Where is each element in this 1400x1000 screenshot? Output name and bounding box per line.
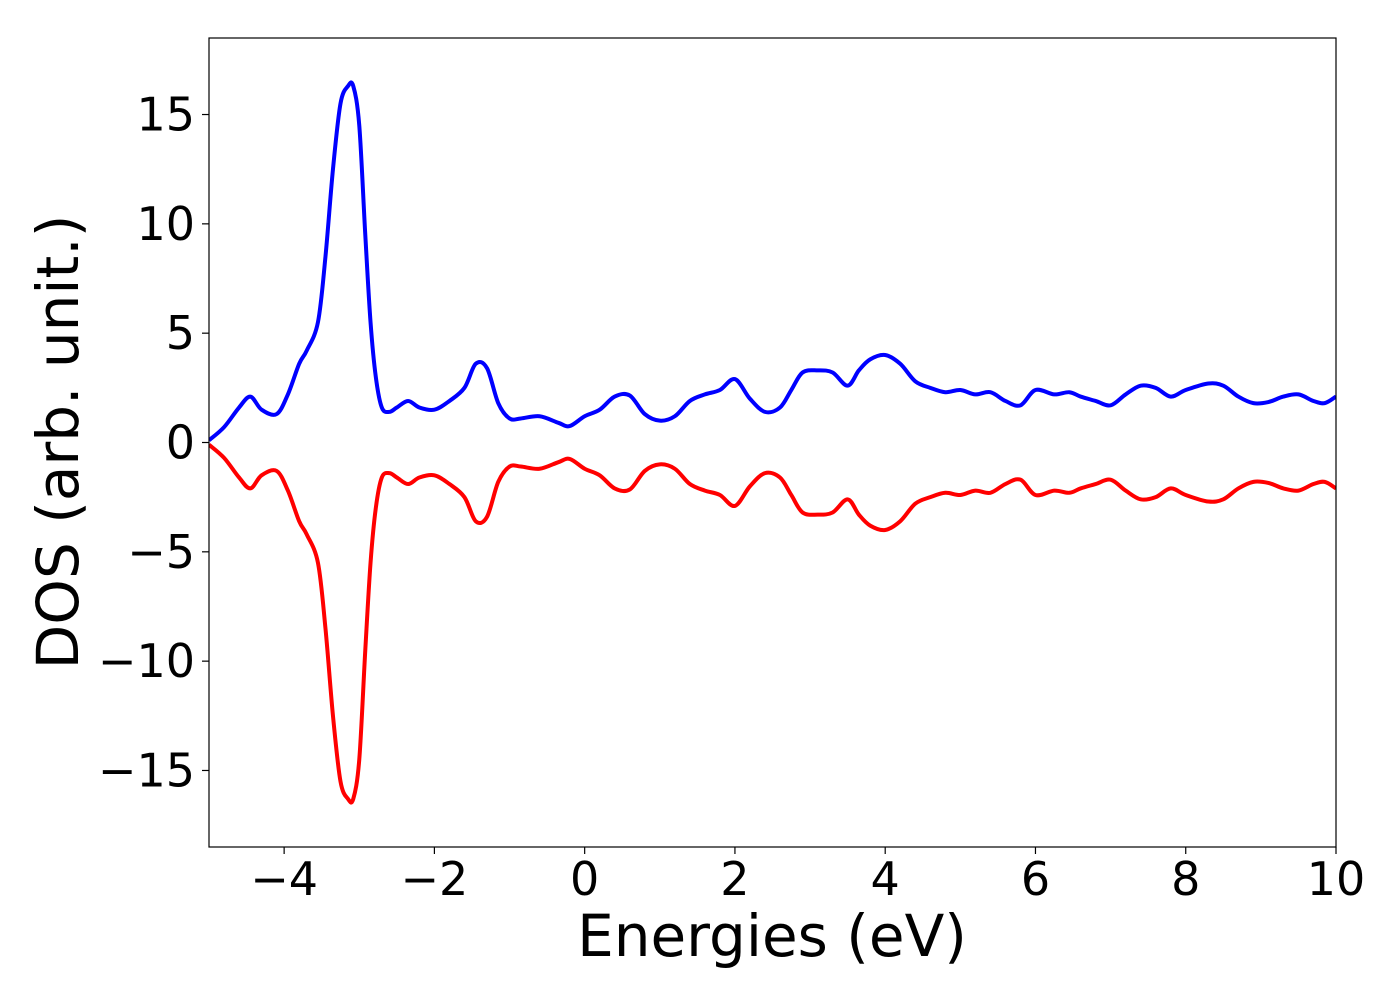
y-axis-label: DOS (arb. unit.) xyxy=(24,215,92,670)
series-layer xyxy=(209,80,1336,805)
series-line-red xyxy=(209,443,1336,805)
y-axis: −15 −10 −5 0 5 10 15 xyxy=(98,88,209,797)
x-tick-label: 0 xyxy=(570,852,599,906)
y-tick-label: 10 xyxy=(136,197,195,251)
plot-frame xyxy=(208,37,1337,848)
x-axis-label: Energies (eV) xyxy=(577,902,967,970)
y-tick-label: 15 xyxy=(136,88,195,142)
series-line-blue xyxy=(209,80,1336,442)
x-tick-label: 8 xyxy=(1171,852,1200,906)
x-tick-label: −2 xyxy=(400,852,468,906)
x-axis: −4 −2 0 2 4 6 8 10 xyxy=(250,847,1365,906)
y-tick-label: 5 xyxy=(166,306,195,360)
x-tick-label: −4 xyxy=(250,852,318,906)
y-tick-label: −5 xyxy=(127,525,195,579)
y-tick-label: −10 xyxy=(98,634,195,688)
x-tick-label: 10 xyxy=(1307,852,1366,906)
x-tick-label: 2 xyxy=(720,852,749,906)
y-tick-label: 0 xyxy=(166,416,195,470)
x-tick-label: 4 xyxy=(871,852,900,906)
y-tick-label: −15 xyxy=(98,743,195,797)
x-tick-label: 6 xyxy=(1021,852,1050,906)
